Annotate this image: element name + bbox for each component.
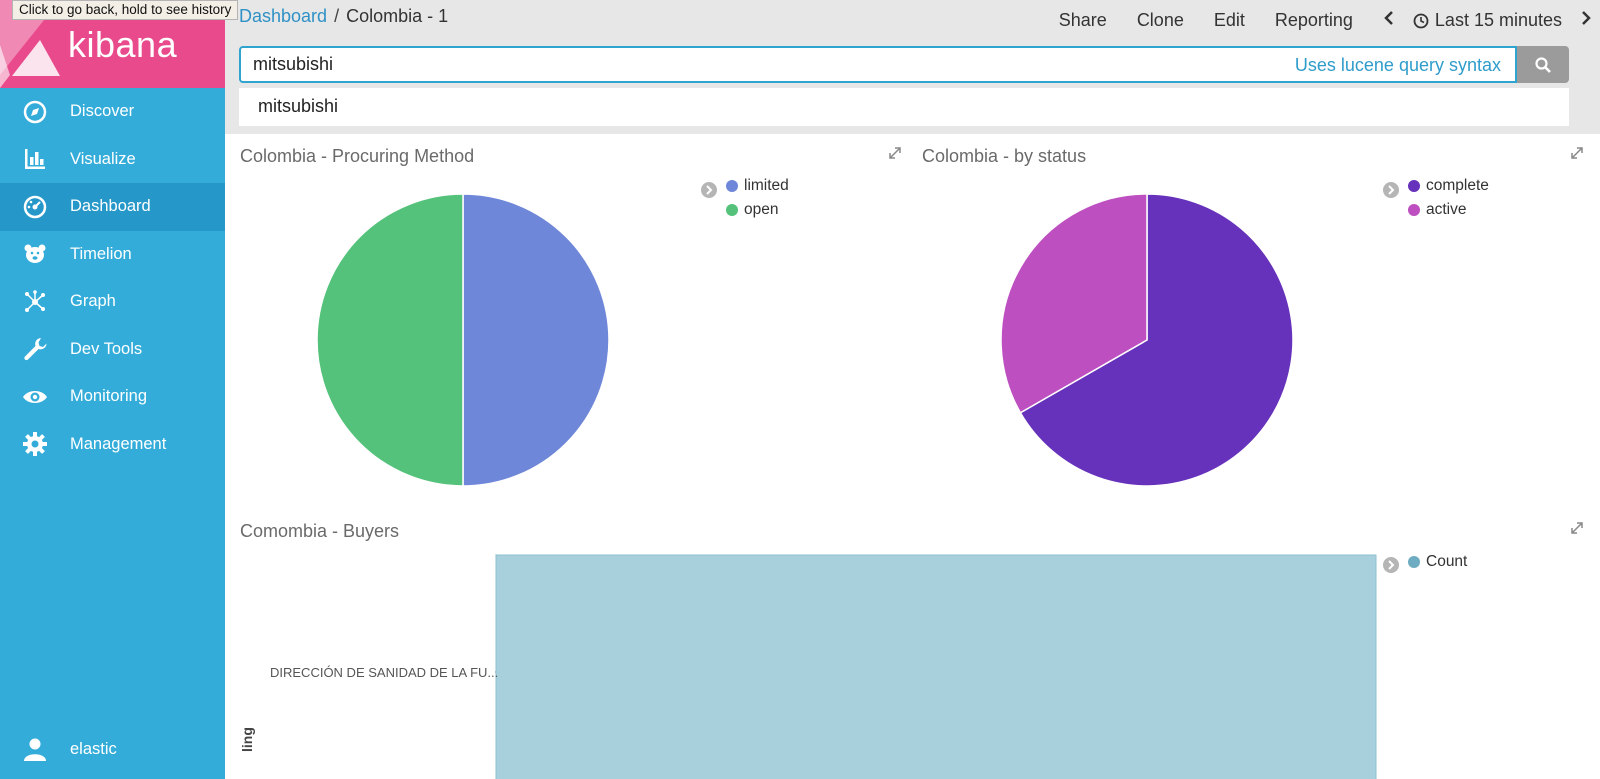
pie-slice-complete[interactable] <box>1019 193 1294 487</box>
legend-dot <box>1408 180 1420 192</box>
legend-toggle-icon[interactable] <box>1382 181 1400 204</box>
legend-item-active[interactable]: active <box>1408 198 1489 222</box>
legend-label: Count <box>1426 553 1468 570</box>
back-button-tooltip: Click to go back, hold to see history <box>12 0 239 20</box>
app-name: kibana <box>68 24 178 65</box>
search-input[interactable] <box>239 46 1517 83</box>
pie-chart-by-status <box>1000 193 1294 487</box>
bear-icon <box>0 241 70 267</box>
top-actions: Share Clone Edit Reporting Last 15 minut… <box>1059 10 1600 31</box>
y-axis-tick-label: DIRECCIÓN DE SANIDAD DE LA FU... <box>270 665 499 680</box>
sidebar-item-discover[interactable]: Discover <box>0 88 225 136</box>
gear-icon <box>0 431 70 457</box>
edit-button[interactable]: Edit <box>1213 10 1245 30</box>
compass-icon <box>0 99 70 125</box>
legend-dot <box>726 204 738 216</box>
sidebar-item-label: Visualize <box>70 149 136 168</box>
chevron-right-icon[interactable] <box>1580 10 1592 31</box>
legend-item-complete[interactable]: complete <box>1408 174 1489 198</box>
sidebar-item-label: Dev Tools <box>70 339 143 358</box>
reporting-button[interactable]: Reporting <box>1274 10 1353 30</box>
time-range-label: Last 15 minutes <box>1434 10 1562 30</box>
legend-label: active <box>1426 201 1467 218</box>
sidebar-item-graph[interactable]: Graph <box>0 278 225 326</box>
legend-item-open[interactable]: open <box>726 198 789 222</box>
graph-network-icon <box>0 289 70 315</box>
legend-dot <box>1408 204 1420 216</box>
expand-panel-icon[interactable] <box>1570 146 1584 165</box>
lucene-syntax-link[interactable]: Uses lucene query syntax <box>1294 55 1501 75</box>
bar-chart-icon <box>0 146 70 172</box>
sidebar-item-label: Discover <box>70 102 135 121</box>
clock-icon <box>1413 13 1429 28</box>
expand-panel-icon[interactable] <box>1570 521 1584 540</box>
time-picker-button[interactable]: Last 15 minutes <box>1413 10 1562 31</box>
breadcrumb-separator: / <box>334 6 340 26</box>
breadcrumb-dashboard-link[interactable]: Dashboard <box>239 6 328 26</box>
legend-label: limited <box>744 177 789 194</box>
sidebar-nav: kibana Discover Visualize Dashboard Time… <box>0 0 225 779</box>
panel-title-by-status: Colombia - by status <box>922 146 1087 166</box>
pie-slice-active[interactable] <box>1000 193 1148 414</box>
breadcrumb-current: Colombia - 1 <box>346 6 449 26</box>
search-button[interactable] <box>1517 46 1569 83</box>
search-suggestion-item[interactable]: mitsubishi <box>239 88 1569 126</box>
pie-slice-open[interactable] <box>316 193 464 487</box>
sidebar-item-dev-tools[interactable]: Dev Tools <box>0 326 225 374</box>
pie-chart-procuring-method <box>316 193 610 487</box>
sidebar-item-label: Timelion <box>70 244 132 263</box>
legend-dot <box>1408 556 1420 568</box>
top-nav-bar: Dashboard / Colombia - 1 Share Clone Edit … <box>225 0 1600 134</box>
user-name: elastic <box>70 739 117 758</box>
sidebar-item-timelion[interactable]: Timelion <box>0 231 225 279</box>
pie-slice-limited[interactable] <box>462 193 610 487</box>
search-icon <box>1535 56 1551 73</box>
share-button[interactable]: Share <box>1058 10 1107 30</box>
dashboard-gauge-icon <box>0 194 70 220</box>
sidebar-item-label: Monitoring <box>70 387 148 406</box>
bar-0[interactable] <box>495 554 1377 779</box>
legend-procuring-method: limited open <box>726 174 789 222</box>
sidebar-item-visualize[interactable]: Visualize <box>0 136 225 184</box>
expand-panel-icon[interactable] <box>888 146 902 165</box>
chevron-left-icon[interactable] <box>1383 10 1395 31</box>
sidebar-item-label: Dashboard <box>70 197 151 216</box>
query-bar: Uses lucene query syntax <box>239 46 1569 83</box>
sidebar-item-user[interactable]: elastic <box>0 729 225 769</box>
user-icon <box>0 737 70 761</box>
bar-chart-buyers <box>495 554 1377 779</box>
legend-toggle-icon[interactable] <box>1382 556 1400 579</box>
legend-by-status: complete active <box>1408 174 1489 222</box>
sidebar-item-dashboard[interactable]: Dashboard <box>0 183 225 231</box>
sidebar-item-monitoring[interactable]: Monitoring <box>0 373 225 421</box>
legend-item-limited[interactable]: limited <box>726 174 789 198</box>
legend-label: complete <box>1426 177 1489 194</box>
legend-label: open <box>744 201 779 218</box>
panel-title-procuring-method: Colombia - Procuring Method <box>240 146 475 166</box>
legend-item-count[interactable]: Count <box>1408 550 1467 574</box>
sidebar-item-management[interactable]: Management <box>0 421 225 469</box>
breadcrumb: Dashboard / Colombia - 1 <box>239 6 448 27</box>
sidebar-item-label: Graph <box>70 292 116 311</box>
legend-dot <box>726 180 738 192</box>
legend-buyers: Count <box>1408 550 1467 574</box>
eye-icon <box>0 384 70 410</box>
wrench-icon <box>0 336 70 362</box>
panel-title-buyers: Comombia - Buyers <box>240 521 400 541</box>
legend-toggle-icon[interactable] <box>700 181 718 204</box>
sidebar-item-label: Management <box>70 434 167 453</box>
clone-button[interactable]: Clone <box>1136 10 1184 30</box>
y-axis-title: ling <box>239 727 255 752</box>
